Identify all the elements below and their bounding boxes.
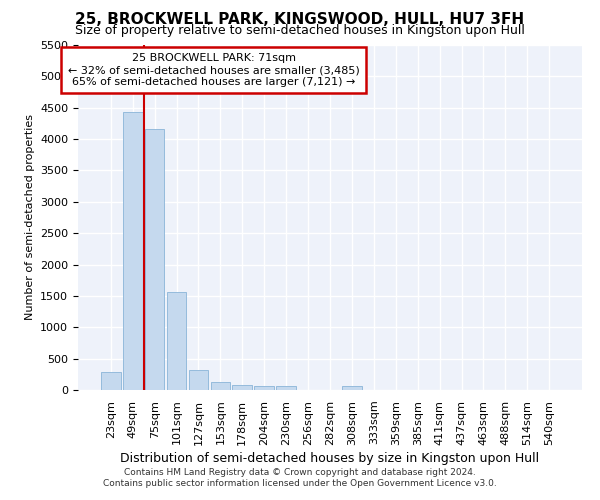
- Text: Contains HM Land Registry data © Crown copyright and database right 2024.
Contai: Contains HM Land Registry data © Crown c…: [103, 468, 497, 487]
- Text: Size of property relative to semi-detached houses in Kingston upon Hull: Size of property relative to semi-detach…: [75, 24, 525, 37]
- X-axis label: Distribution of semi-detached houses by size in Kingston upon Hull: Distribution of semi-detached houses by …: [121, 452, 539, 465]
- Bar: [101, 372, 121, 390]
- Bar: [211, 382, 230, 390]
- Bar: [123, 112, 143, 390]
- Bar: [254, 386, 274, 390]
- Bar: [167, 292, 187, 390]
- Bar: [188, 370, 208, 390]
- Bar: [276, 386, 296, 390]
- Bar: [145, 129, 164, 390]
- Bar: [342, 386, 362, 390]
- Text: 25 BROCKWELL PARK: 71sqm
← 32% of semi-detached houses are smaller (3,485)
65% o: 25 BROCKWELL PARK: 71sqm ← 32% of semi-d…: [68, 54, 359, 86]
- Text: 25, BROCKWELL PARK, KINGSWOOD, HULL, HU7 3FH: 25, BROCKWELL PARK, KINGSWOOD, HULL, HU7…: [76, 12, 524, 28]
- Bar: [232, 386, 252, 390]
- Y-axis label: Number of semi-detached properties: Number of semi-detached properties: [25, 114, 35, 320]
